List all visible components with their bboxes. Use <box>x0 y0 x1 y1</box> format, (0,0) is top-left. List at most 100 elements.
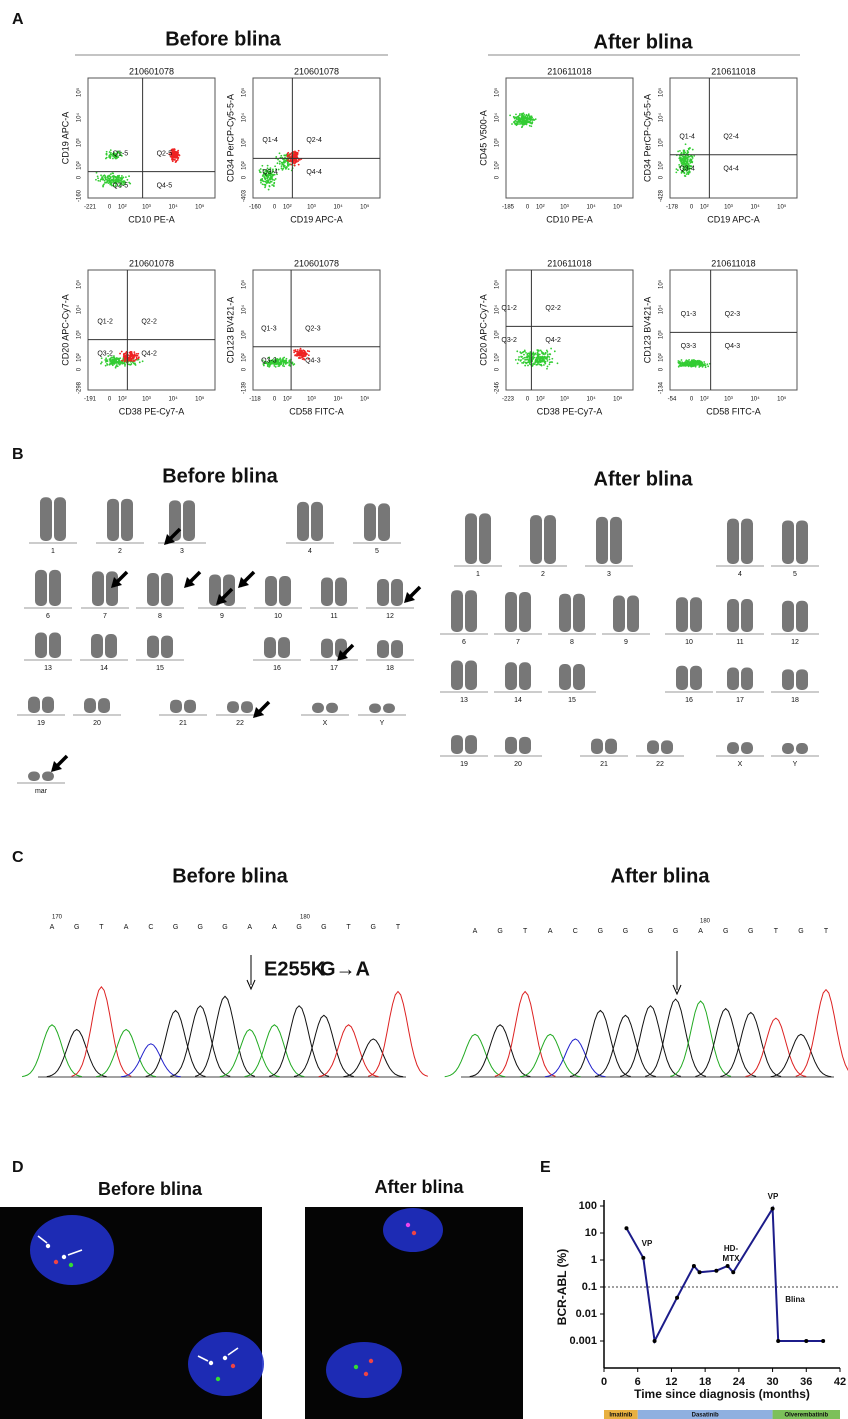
event-dot <box>526 362 528 364</box>
x-tick-label: 0 <box>108 397 112 403</box>
event-dot <box>283 357 285 359</box>
event-dot <box>534 357 536 359</box>
event-dot <box>689 364 691 366</box>
chromosome-label: 4 <box>308 548 312 555</box>
event-dot <box>519 120 521 122</box>
chromosome <box>147 636 159 658</box>
event-dot <box>685 143 687 145</box>
event-dot <box>106 179 108 181</box>
sample-id: 210601078 <box>294 258 339 268</box>
event-dot <box>516 118 518 120</box>
chromosome <box>505 662 517 690</box>
event-dot <box>121 351 123 353</box>
event-dot <box>540 350 542 352</box>
x-tick-label: 10² <box>536 397 545 403</box>
x-tick-label: 10⁴ <box>750 204 760 211</box>
event-dot <box>534 354 536 356</box>
event-dot <box>677 151 679 153</box>
quadrant-label: Q1-2 <box>97 318 113 325</box>
chromosome-label: 12 <box>386 613 394 620</box>
chromosome <box>84 698 96 713</box>
chromosome-label: 2 <box>118 548 122 555</box>
x-tick-label: -185 <box>502 205 515 211</box>
event-dot <box>134 353 136 355</box>
event-dot <box>523 361 525 363</box>
event-dot <box>692 365 694 367</box>
event-dot <box>263 184 265 186</box>
event-dot <box>105 357 107 359</box>
chromosome-label: Y <box>793 761 798 768</box>
chromosome <box>613 595 625 632</box>
data-point <box>624 1226 628 1230</box>
event-dot <box>108 175 110 177</box>
event-dot <box>109 364 111 366</box>
chromosome <box>505 592 517 632</box>
x-tick-label: 10⁴ <box>586 396 596 403</box>
x-tick-label: 10⁴ <box>586 204 596 211</box>
event-dot <box>284 161 286 163</box>
event-dot <box>532 118 534 120</box>
y-tick-label: 0.001 <box>569 1335 597 1347</box>
event-dot <box>107 175 109 177</box>
event-dot <box>280 362 282 364</box>
trace-peak <box>670 1001 731 1076</box>
chromosome <box>241 701 253 713</box>
event-dot <box>705 366 707 368</box>
position-label: 180 <box>700 919 711 925</box>
x-axis-label: CD19 APC-A <box>707 214 760 224</box>
event-dot <box>302 353 304 355</box>
panel-label: E <box>540 1159 551 1176</box>
chromosome <box>573 664 585 690</box>
x-tick-label: 10³ <box>724 205 733 211</box>
event-dot <box>177 157 179 159</box>
x-tick-label: 10⁵ <box>195 396 205 403</box>
event-dot <box>296 355 298 357</box>
event-dot <box>537 350 539 352</box>
event-dot <box>687 159 689 161</box>
event-dot <box>694 361 696 363</box>
sample-id: 210601078 <box>129 66 174 76</box>
plot-frame <box>506 78 633 198</box>
quadrant-label: Q2-3 <box>305 326 321 333</box>
y-tick-label: 10⁴ <box>76 113 83 123</box>
chromosome <box>369 704 381 714</box>
data-point <box>675 1296 679 1300</box>
chromosome <box>596 517 608 564</box>
trace-peak <box>146 1011 206 1077</box>
chromosome <box>49 633 61 658</box>
y-tick-label: 10³ <box>495 138 501 147</box>
event-dot <box>524 365 526 367</box>
x-tick-label: 10⁴ <box>333 396 343 403</box>
event-dot <box>97 175 99 177</box>
plot-frame <box>88 270 215 390</box>
section-title: After blina <box>374 1177 464 1197</box>
y-tick-label: 10⁵ <box>241 279 248 289</box>
chromosome-label: 16 <box>273 665 281 672</box>
event-dot <box>538 364 540 366</box>
event-dot <box>301 356 303 358</box>
chromosome-label: 20 <box>514 761 522 768</box>
event-dot <box>283 159 285 161</box>
chromosome-label: 1 <box>476 571 480 578</box>
quadrant-label: Q3-4 <box>262 169 278 176</box>
chromosome-label: 1 <box>51 548 55 555</box>
event-dot <box>707 365 709 367</box>
event-dot <box>279 152 281 154</box>
event-dot <box>110 153 112 155</box>
event-dot <box>131 363 133 365</box>
chromosome <box>49 570 61 606</box>
event-dot <box>278 363 280 365</box>
y-axis-label: CD34 PerCP-Cy5-5-A <box>642 94 652 182</box>
event-dot <box>542 353 544 355</box>
x-tick-label: 10³ <box>560 397 569 403</box>
quadrant-label: Q2-5 <box>157 150 173 157</box>
event-dot <box>172 156 174 158</box>
position-label: 170 <box>52 915 63 921</box>
event-dot <box>277 365 279 367</box>
chromosome <box>544 515 556 564</box>
event-dot <box>547 366 549 368</box>
quadrant-label: Q4-2 <box>545 337 561 344</box>
event-dot <box>536 357 538 359</box>
event-dot <box>265 182 267 184</box>
event-dot <box>123 363 125 365</box>
